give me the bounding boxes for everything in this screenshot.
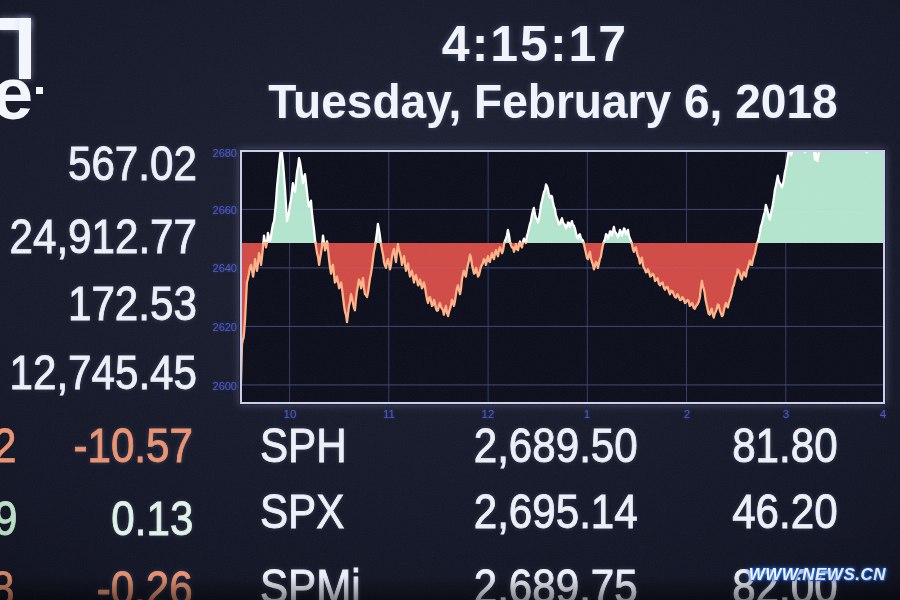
ticker-last-price: 2,689.50 xyxy=(474,421,638,470)
change-value: -0.26 xyxy=(97,564,193,600)
clipped-quote-digit: 2 xyxy=(0,421,16,470)
clipped-quote-digit: 8 xyxy=(0,564,14,600)
ticker-symbol: SPMi xyxy=(260,562,361,600)
ticker-last-price: 2,695.14 xyxy=(474,487,638,536)
ticker-change: 81.80 xyxy=(733,421,838,470)
ticker-change: 46.20 xyxy=(733,487,838,536)
y-axis-tick: 2640 xyxy=(213,263,237,274)
quote-value: 172.53 xyxy=(68,279,197,328)
date-display: Tuesday, February 6, 2018 xyxy=(268,77,837,126)
news-agency-watermark: WWW.NEWS.CN xyxy=(749,565,886,585)
y-axis-tick: 2680 xyxy=(213,148,237,159)
clipped-quote-digit: 9 xyxy=(0,494,17,543)
ticker-symbol: SPH xyxy=(260,421,347,470)
intraday-index-chart xyxy=(240,150,885,404)
market-display-board: e 4:15:17 Tuesday, February 6, 2018 567.… xyxy=(0,0,900,600)
quote-value: 24,912.77 xyxy=(10,212,197,261)
y-axis-tick: 2660 xyxy=(213,205,237,216)
x-axis-tick: 4 xyxy=(880,409,886,421)
x-axis-tick: 2 xyxy=(684,409,690,421)
ticker-symbol: SPX xyxy=(260,487,344,536)
y-axis-tick: 2620 xyxy=(213,322,237,333)
change-value: 0.13 xyxy=(111,494,193,543)
clock-time: 4:15:17 xyxy=(442,19,628,69)
x-axis-tick: 11 xyxy=(383,409,395,421)
quote-value: 567.02 xyxy=(68,139,197,188)
quote-value: 12,745.45 xyxy=(10,348,197,397)
exchange-logo-dot xyxy=(36,87,43,94)
change-value: -10.57 xyxy=(74,421,193,470)
y-axis-tick: 2600 xyxy=(213,381,237,392)
ticker-last-price: 2,689.75 xyxy=(474,562,638,600)
exchange-logo-letter: e xyxy=(0,57,33,131)
